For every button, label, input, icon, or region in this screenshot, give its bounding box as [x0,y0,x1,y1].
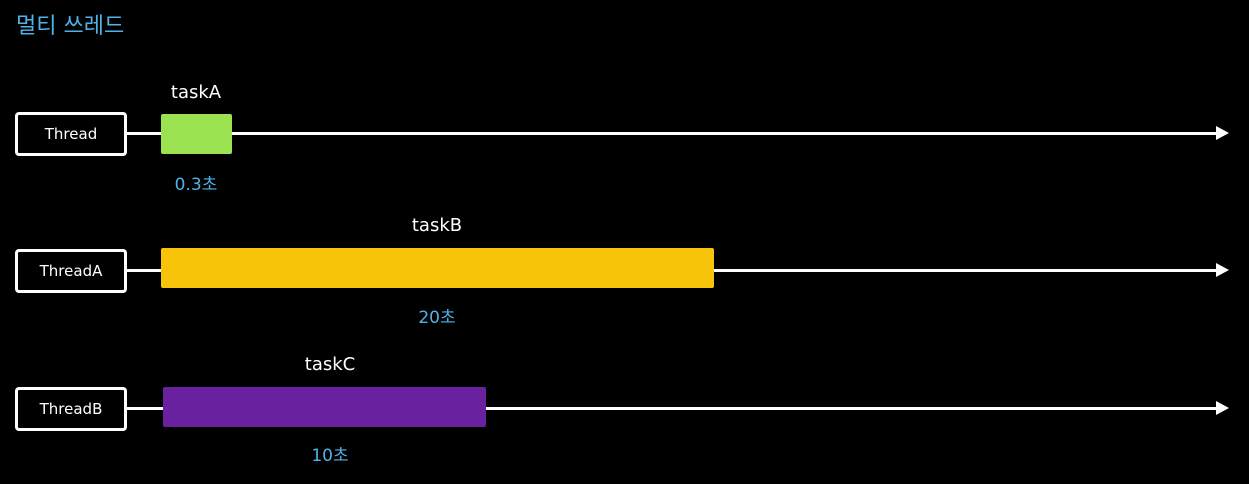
arrowhead-icon [1216,401,1229,415]
task-duration: 20초 [418,308,456,328]
task-duration: 0.3초 [174,175,218,195]
arrowhead-icon [1216,126,1229,140]
timeline-line [124,407,1218,410]
thread-box: ThreadB [15,387,127,431]
task-label: taskC [304,354,356,375]
task-label: taskA [170,82,222,103]
task-bar [163,387,486,427]
diagram-title: 멀티 쓰레드 [16,14,125,39]
task-duration: 10초 [311,446,349,466]
arrowhead-icon [1216,263,1229,277]
thread-row: taskA Thread 0.3초 [0,0,1249,195]
thread-box: Thread [15,112,127,156]
task-bar [161,114,232,154]
thread-box: ThreadA [15,249,127,293]
task-label: taskB [411,215,463,236]
timeline-line [124,132,1218,135]
thread-row: taskC ThreadB 10초 [0,0,1249,466]
task-bar [161,248,714,288]
thread-row: taskB ThreadA 20초 [0,0,1249,328]
